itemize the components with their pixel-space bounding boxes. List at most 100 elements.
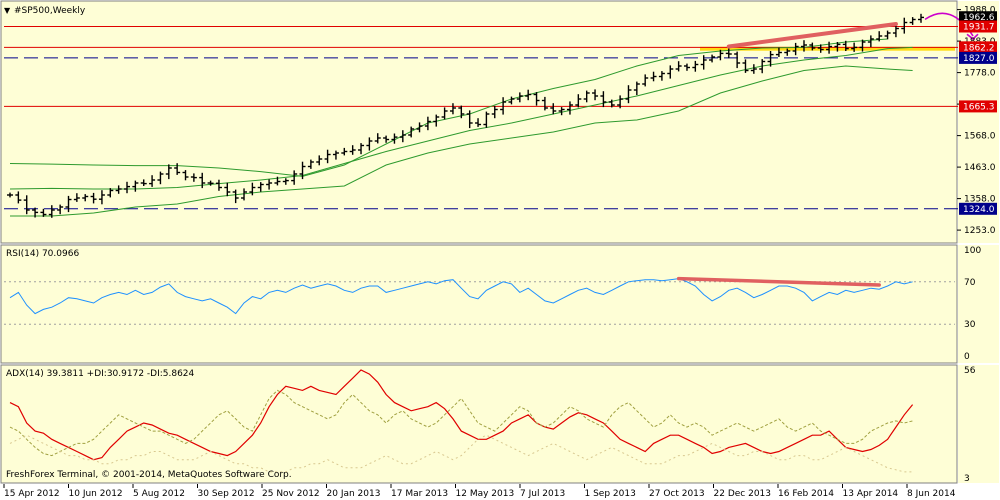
x-tick-label: 13 Apr 2014: [843, 489, 899, 499]
price-bar: [107, 188, 114, 198]
price-bar: [15, 191, 22, 204]
price-bar: [633, 81, 640, 96]
price-bar: [433, 114, 440, 127]
x-tick-label: 15 Apr 2012: [4, 489, 60, 499]
price-bar: [157, 171, 164, 185]
price-bar: [399, 130, 406, 143]
price-bar: [324, 149, 331, 164]
price-bar: [358, 143, 365, 155]
price-bar: [767, 51, 774, 67]
price-bar: [700, 55, 707, 70]
price-bar: [73, 193, 80, 202]
price-bar: [299, 161, 306, 180]
rsi-pane[interactable]: [0, 244, 958, 364]
price-tag: [959, 20, 997, 33]
menu-triangle-icon[interactable]: ▼: [4, 6, 11, 15]
price-bar: [90, 192, 97, 204]
price-bar: [40, 208, 47, 217]
adx-pane[interactable]: [0, 364, 958, 484]
price-bar: [7, 192, 13, 198]
price-bar: [901, 17, 908, 34]
price-tick-label: 1988.0: [964, 6, 996, 16]
price-bar: [550, 103, 557, 115]
x-tick-label: 30 Sep 2012: [198, 489, 255, 499]
price-bar: [374, 133, 381, 144]
price-bar: [257, 182, 264, 192]
price-bar: [274, 176, 281, 186]
adx-scale: [958, 365, 999, 483]
adx-title: ADX(14) 39.3811 +DI:30.9172 -DI:5.8624: [6, 369, 195, 379]
price-bar: [759, 59, 766, 74]
price-bar: [408, 126, 415, 138]
price-bar: [391, 133, 398, 144]
price-bar: [316, 155, 323, 166]
price-bar: [750, 64, 757, 74]
rsi-trendline: [676, 276, 881, 287]
price-bar: [466, 110, 473, 129]
price-bar: [709, 54, 716, 63]
price-bar: [558, 107, 565, 116]
price-bar: [675, 61, 682, 72]
price-bar: [792, 42, 799, 56]
price-bar: [575, 94, 582, 108]
price-bar: [525, 89, 532, 101]
price-bar: [249, 182, 256, 196]
rsi-tick-label: 70: [964, 278, 976, 288]
price-bar: [809, 42, 816, 51]
adx-tick-label: 56: [964, 366, 976, 376]
adx-tick-label: 3: [964, 474, 970, 484]
x-tick-label: 27 Oct 2013: [649, 489, 705, 499]
price-bar: [859, 39, 866, 52]
price-tag-label: 1665.3: [963, 102, 995, 112]
price-bar: [650, 71, 657, 82]
price-bar: [140, 179, 147, 186]
price-bar: [775, 47, 782, 57]
price-tag-label: 1862.2: [963, 43, 995, 53]
x-tick-label: 25 Nov 2012: [262, 489, 320, 499]
rsi-tick-label: 100: [964, 246, 981, 256]
price-bar: [23, 195, 30, 215]
price-bar: [817, 44, 824, 53]
price-bar: [533, 92, 540, 106]
price-bar: [541, 96, 548, 111]
price-bar: [199, 172, 206, 189]
price-tick-label: 1463.0: [964, 163, 996, 173]
price-layer: 1988.01883.01778.01673.01568.01463.01358…: [4, 6, 997, 236]
plus-di-line: [9, 389, 913, 457]
watermark: FreshForex Terminal, © 2001-2014, MetaQu…: [6, 470, 292, 480]
price-bar: [742, 59, 749, 73]
price-tick-label: 1568.0: [964, 132, 996, 142]
rsi-scale: [958, 245, 999, 363]
price-bar: [65, 195, 72, 213]
price-tag: [959, 51, 997, 64]
price-bar: [332, 150, 339, 160]
price-bar: [165, 164, 172, 180]
price-bar: [692, 60, 699, 72]
rsi-title: RSI(14) 70.0966: [6, 249, 79, 259]
minus-di-line: [9, 434, 913, 473]
price-pane[interactable]: [0, 0, 958, 244]
price-tag-label: 1931.7: [963, 22, 995, 32]
x-tick-label: 5 Aug 2012: [133, 489, 185, 499]
band-upper: [9, 38, 888, 177]
rsi-line: [9, 278, 913, 315]
price-bar: [717, 49, 724, 61]
price-bar: [57, 204, 64, 215]
price-bar: [291, 170, 298, 185]
forecast-arrowhead: [966, 33, 979, 41]
x-tick-label: 20 Jan 2013: [327, 489, 381, 499]
price-bar: [491, 105, 498, 119]
price-bar: [124, 181, 131, 194]
price-tag: [959, 202, 997, 215]
x-tick-label: 22 Dec 2013: [714, 489, 772, 499]
price-bar: [608, 99, 615, 108]
price-bar: [508, 96, 515, 105]
price-tag: [959, 100, 997, 113]
price-bar: [642, 74, 649, 87]
price-bar: [867, 35, 874, 48]
price-bar: [190, 173, 197, 182]
price-bar: [174, 163, 181, 175]
adx-layer: 56 3: [9, 366, 976, 484]
